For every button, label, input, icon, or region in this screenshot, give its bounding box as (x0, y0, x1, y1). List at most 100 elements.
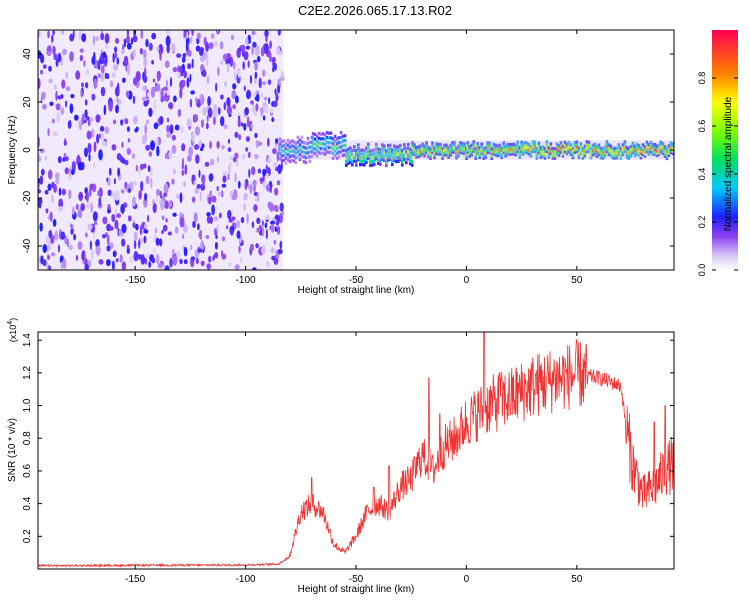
noise-blob (237, 112, 241, 119)
band-cell (561, 144, 565, 148)
noise-blob (58, 187, 62, 196)
band-cell (504, 147, 507, 151)
band-cell (409, 155, 412, 159)
noise-blob (150, 87, 156, 98)
colorbar-ticks: 0.00.20.40.60.8 (697, 72, 738, 276)
band-cell (411, 152, 414, 157)
band-cell (553, 149, 557, 153)
band-cell (514, 150, 517, 154)
noise-blob (79, 122, 82, 131)
band-cell (451, 145, 454, 149)
band-cell (453, 145, 456, 149)
band-cell (504, 144, 507, 148)
band-cell (539, 155, 543, 159)
band-cell (395, 149, 398, 153)
noise-blob (145, 175, 150, 185)
band-cell (613, 156, 617, 160)
band-cell (525, 143, 529, 147)
band-cell (429, 154, 432, 158)
band-cell (319, 137, 323, 141)
noise-blob (251, 166, 256, 176)
noise-blob (185, 36, 190, 45)
band-cell (575, 142, 579, 146)
band-cell (353, 159, 356, 163)
band-cell (635, 145, 639, 149)
band-cell (337, 155, 341, 159)
noise-blob (248, 37, 251, 43)
band-cell (397, 156, 400, 160)
band-cell (429, 156, 432, 160)
noise-blob (244, 38, 249, 45)
noise-blob (104, 33, 110, 44)
noise-blob (84, 147, 88, 158)
band-cell (579, 149, 583, 153)
band-cell (286, 143, 290, 147)
band-cell (383, 148, 386, 152)
band-cell (383, 151, 386, 155)
noise-blob (140, 30, 144, 40)
noise-blob (143, 56, 148, 68)
noise-blob (207, 96, 212, 106)
band-cell (435, 149, 438, 153)
snr-series-line (38, 332, 674, 568)
noise-blob (256, 217, 261, 224)
noise-blob (112, 250, 117, 258)
noise-blob (219, 212, 222, 219)
noise-blob (116, 57, 120, 65)
noise-blob (198, 230, 203, 239)
band-cell (431, 151, 434, 155)
band-cell (510, 142, 513, 147)
band-cell (385, 156, 388, 160)
band-cell (409, 151, 412, 155)
noise-blob (168, 201, 173, 208)
band-cell (633, 154, 637, 158)
band-cell (409, 158, 412, 162)
noise-blob (240, 217, 245, 224)
noise-blob (217, 66, 220, 77)
noise-blob (111, 191, 115, 199)
band-cell (518, 153, 521, 157)
band-cell (347, 161, 350, 166)
noise-blob (176, 251, 181, 262)
band-cell (411, 150, 414, 154)
noise-blob (126, 147, 132, 156)
band-cell (288, 159, 292, 164)
noise-blob (274, 214, 280, 220)
band-cell (643, 154, 647, 158)
noise-blob (260, 46, 265, 57)
band-cell (615, 151, 619, 155)
x-tick-label: -150 (125, 574, 145, 585)
noise-blob (155, 83, 161, 92)
band-cell (379, 148, 382, 152)
noise-blob (109, 80, 114, 88)
noise-blob (100, 33, 105, 41)
band-cell (518, 148, 521, 152)
band-cell (447, 155, 450, 159)
noise-blob (152, 202, 157, 214)
noise-blob (277, 248, 283, 255)
band-cell (347, 154, 350, 158)
noise-blob (279, 202, 284, 212)
spectrogram-noise-region (38, 30, 285, 270)
band-cell (490, 147, 493, 151)
noise-blob (257, 168, 262, 174)
band-cell (601, 156, 605, 160)
noise-blob (65, 156, 69, 162)
band-cell (461, 146, 464, 150)
band-cell (581, 151, 585, 155)
band-cell (527, 149, 531, 154)
band-cell (671, 149, 674, 153)
noise-blob (121, 223, 127, 234)
x-tick-label: 0 (464, 574, 470, 585)
band-cell (553, 151, 557, 155)
band-cell (619, 156, 623, 160)
band-cell (605, 142, 609, 146)
band-cell (496, 144, 499, 148)
band-cell (671, 144, 674, 148)
band-cell (308, 159, 312, 164)
noise-blob (97, 73, 101, 78)
band-cell (379, 151, 382, 156)
band-cell (633, 147, 637, 151)
noise-blob (277, 84, 281, 94)
band-cell (637, 143, 641, 148)
